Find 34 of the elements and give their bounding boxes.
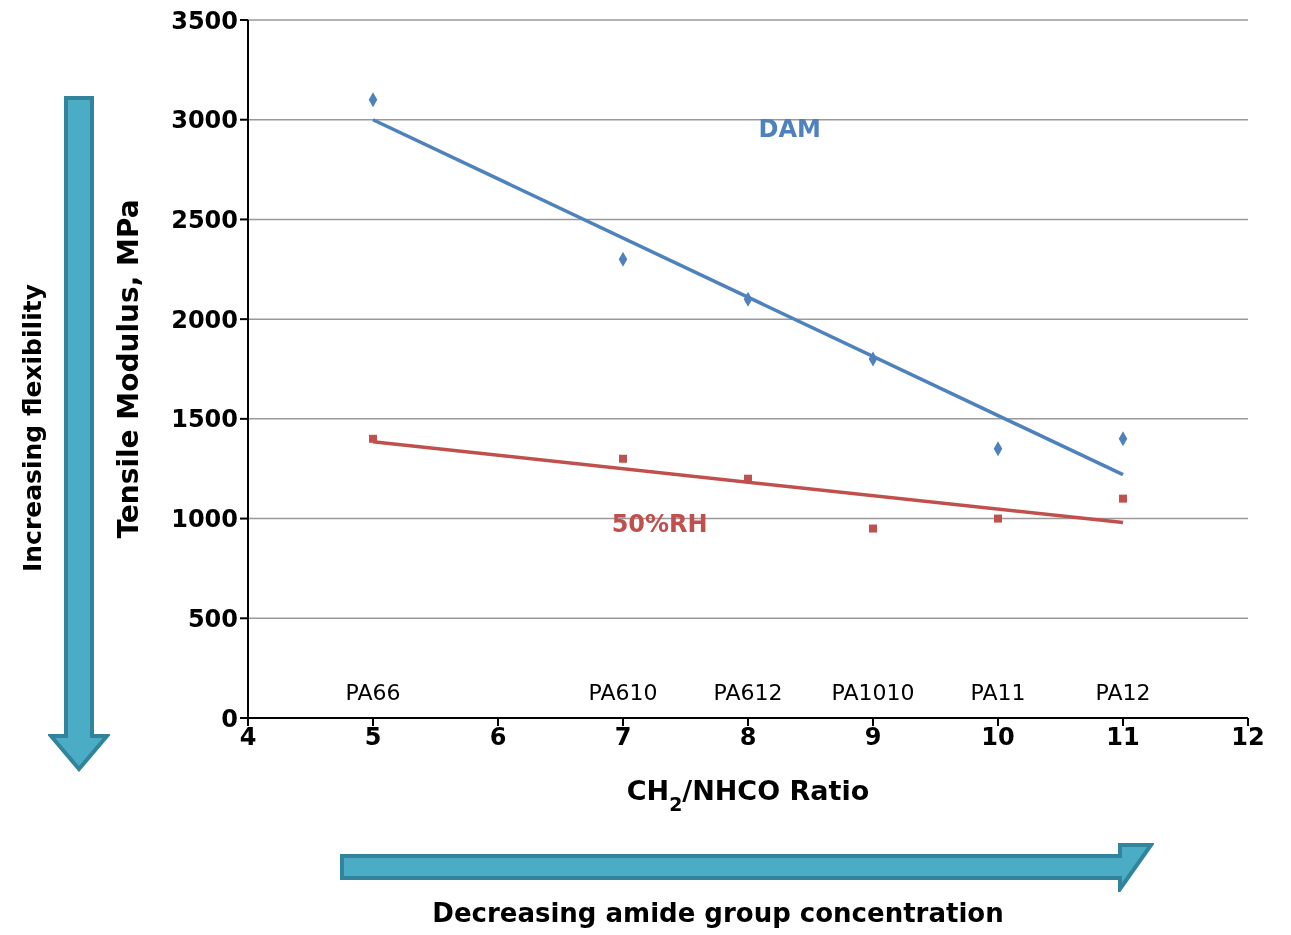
point (994, 514, 1002, 523)
point (619, 454, 627, 463)
annotation: PA11 (970, 680, 1026, 705)
point (869, 524, 877, 533)
series-label: 50%RH (611, 510, 708, 538)
y-tick-label: 3500 (171, 6, 238, 35)
y-tick-label: 1000 (171, 505, 238, 534)
text: Decreasing amide group concentration (431, 898, 1005, 928)
x-tick-label: 12 (1231, 723, 1265, 752)
annotation: PA610 (588, 680, 658, 705)
annotation: PA66 (345, 680, 401, 705)
x-tick-label: 7 (614, 723, 632, 752)
point (369, 434, 377, 443)
x-tick-label: 6 (489, 723, 507, 752)
y-tick-label: 2500 (171, 205, 238, 234)
x-tick-label: 10 (981, 723, 1015, 752)
y-tick-label: 1500 (171, 405, 238, 434)
y-tick-label: 0 (221, 704, 238, 733)
x-tick-label: 11 (1106, 723, 1140, 752)
y-axis-title: Tensile Modulus, MPa (111, 199, 145, 539)
y-tick-label: 500 (187, 604, 238, 633)
y-tick-label: 2000 (171, 305, 238, 334)
annotation: PA612 (713, 680, 783, 705)
y-tick-label: 3000 (171, 106, 238, 135)
text: DAM (758, 115, 821, 144)
text: Increasing flexibility (18, 283, 48, 574)
annotation: PA12 (1095, 680, 1151, 705)
x-axis-title: CH$_{2}$/NHCO Ratio (626, 775, 870, 815)
x-tick-label: 4 (239, 723, 257, 752)
annotation: PA1010 (831, 680, 915, 705)
x-tick-label: 9 (864, 723, 882, 752)
x-tick-label: 8 (739, 723, 757, 752)
x-tick-label: 5 (364, 723, 382, 752)
point (1119, 494, 1127, 503)
